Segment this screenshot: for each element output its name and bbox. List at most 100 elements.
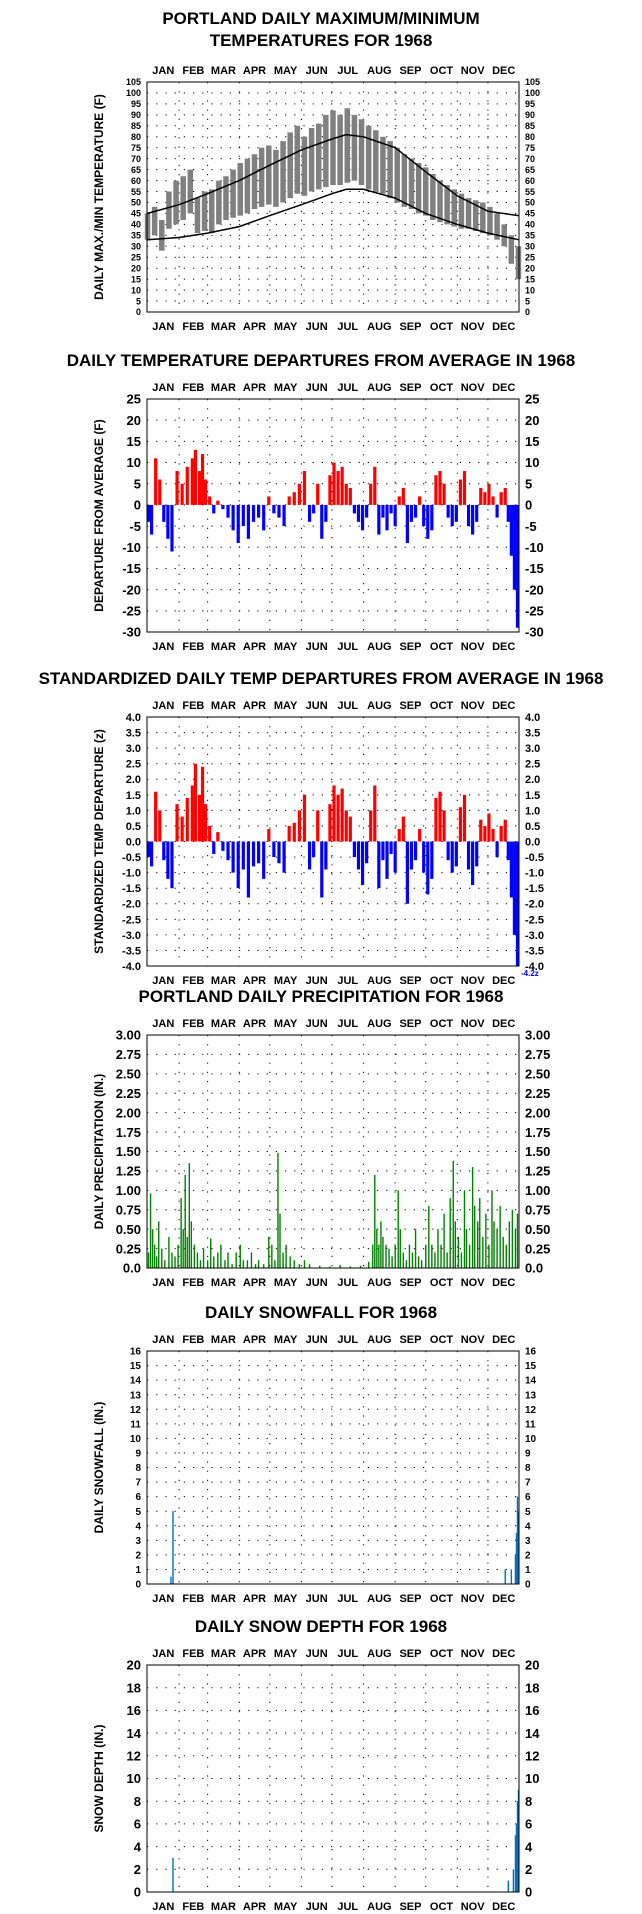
month-label-top: JUL xyxy=(337,1334,358,1346)
y-tick-label-right: 95 xyxy=(525,99,535,109)
y-tick-label-left: 3 xyxy=(135,1536,141,1547)
month-label-bottom: MAY xyxy=(274,1277,298,1289)
y-tick-label-right: 0 xyxy=(525,498,532,513)
y-tick-label-left: 25 xyxy=(127,392,141,407)
y-tick-label-left: -30 xyxy=(122,625,141,640)
y-axis-label: STANDARDIZED TEMP DEPARTURE (z) xyxy=(92,729,106,954)
y-tick-label-right: 25 xyxy=(525,252,535,262)
month-label-bottom: MAY xyxy=(274,641,298,653)
month-label-bottom: NOV xyxy=(461,1901,486,1913)
chart-title: DAILY SNOW DEPTH FOR 1968 xyxy=(195,1617,447,1636)
y-tick-label-right: 10 xyxy=(525,285,535,295)
y-tick-label-right: -3.0 xyxy=(525,930,544,942)
month-label-bottom: OCT xyxy=(430,1593,454,1605)
y-tick-label-right: 70 xyxy=(525,154,535,164)
month-label-top: JAN xyxy=(152,382,174,394)
chart-panel-3: STANDARDIZED DAILY TEMP DEPARTURES FROM … xyxy=(39,669,604,987)
month-label-bottom: DEC xyxy=(492,641,515,653)
month-label-top: MAY xyxy=(274,382,298,394)
month-label-top: SEP xyxy=(399,1334,421,1346)
y-tick-label-left: 1.50 xyxy=(116,1144,141,1159)
y-tick-label-left: 11 xyxy=(130,1419,141,1430)
y-tick-label-left: 14 xyxy=(127,1726,142,1741)
month-label-top: DEC xyxy=(492,1334,515,1346)
y-tick-label-left: 2.5 xyxy=(126,759,141,771)
y-axis-label: DAILY MAX./MIN TEMPERATURE (F) xyxy=(92,94,106,300)
month-label-top: AUG xyxy=(367,700,391,712)
y-tick-label-right: 13 xyxy=(525,1390,537,1401)
chart-title: PORTLAND DAILY PRECIPITATION FOR 1968 xyxy=(139,987,504,1006)
y-tick-label-right: -30 xyxy=(525,625,544,640)
chart-subtitle: TEMPERATURES FOR 1968 xyxy=(210,31,433,50)
y-tick-label-left: 20 xyxy=(127,413,141,428)
month-label-top: NOV xyxy=(461,382,486,394)
month-label-bottom: MAR xyxy=(211,1901,236,1913)
y-tick-label-right: 2.0 xyxy=(525,774,540,786)
y-tick-label-left: 1.75 xyxy=(116,1125,141,1140)
month-label-top: MAR xyxy=(211,382,236,394)
month-label-top: MAY xyxy=(274,1018,298,1030)
y-tick-label-left: 4 xyxy=(135,1521,141,1532)
y-tick-label-left: 50 xyxy=(131,198,141,208)
y-tick-label-left: 95 xyxy=(131,99,141,109)
y-tick-label-right: 6 xyxy=(525,1817,532,1832)
y-tick-label-right: 0.75 xyxy=(525,1202,550,1217)
month-label-bottom: FEB xyxy=(182,641,204,653)
month-label-top: NOV xyxy=(461,1018,486,1030)
y-tick-label-left: 10 xyxy=(131,285,141,295)
y-tick-label-left: 0.50 xyxy=(116,1222,141,1237)
y-tick-label-left: 0 xyxy=(136,307,141,317)
y-tick-label-left: 105 xyxy=(126,77,141,87)
month-label-top: NOV xyxy=(461,700,486,712)
month-label-top: AUG xyxy=(367,1648,391,1660)
month-label-bottom: FEB xyxy=(182,1593,204,1605)
month-label-top: FEB xyxy=(182,65,204,77)
month-label-bottom: OCT xyxy=(430,1277,454,1289)
month-label-top: AUG xyxy=(367,1334,391,1346)
month-label-bottom: NOV xyxy=(461,975,486,987)
y-tick-label-right: 45 xyxy=(525,209,535,219)
y-tick-label-left: 5 xyxy=(134,476,141,491)
y-tick-label-left: 60 xyxy=(131,176,141,186)
data-marks xyxy=(146,449,520,628)
y-tick-label-left: 8 xyxy=(135,1463,141,1474)
y-tick-label-right: -1.0 xyxy=(525,868,544,880)
y-tick-label-right: 2.5 xyxy=(525,759,540,771)
y-tick-label-right: 90 xyxy=(525,110,535,120)
normal-min-line xyxy=(147,188,519,241)
month-label-bottom: APR xyxy=(243,975,266,987)
month-label-bottom: APR xyxy=(243,641,266,653)
month-label-top: OCT xyxy=(430,1018,454,1030)
month-label-top: AUG xyxy=(367,1018,391,1030)
month-label-bottom: AUG xyxy=(367,321,391,333)
y-tick-label-right: 80 xyxy=(525,132,535,142)
y-tick-label-left: 8 xyxy=(134,1794,141,1809)
month-label-top: JAN xyxy=(152,65,174,77)
data-marks xyxy=(172,1789,520,1892)
month-label-top: JUN xyxy=(306,700,328,712)
month-label-top: MAR xyxy=(211,1334,236,1346)
month-label-bottom: OCT xyxy=(430,1901,454,1913)
chart-panel-2: DAILY TEMPERATURE DEPARTURES FROM AVERAG… xyxy=(67,351,576,653)
y-tick-label-left: 0.75 xyxy=(116,1202,141,1217)
y-tick-label-right: 11 xyxy=(525,1419,536,1430)
y-tick-label-left: 0 xyxy=(135,1580,141,1591)
y-tick-label-right: -15 xyxy=(525,561,544,576)
y-tick-label-left: 2.00 xyxy=(116,1105,141,1120)
month-label-top: JUN xyxy=(306,1018,328,1030)
y-tick-label-left: 15 xyxy=(130,1361,142,1372)
month-label-top: JUN xyxy=(306,382,328,394)
y-tick-label-right: 35 xyxy=(525,231,535,241)
month-label-top: DEC xyxy=(492,1018,515,1030)
y-tick-label-right: 2.00 xyxy=(525,1105,550,1120)
y-tick-label-left: 2 xyxy=(134,1862,141,1877)
y-tick-label-left: -2.5 xyxy=(122,914,141,926)
month-label-top: JAN xyxy=(152,1018,174,1030)
y-tick-label-left: 3.0 xyxy=(126,743,141,755)
month-label-bottom: JUN xyxy=(306,1901,328,1913)
y-tick-label-right: 1.5 xyxy=(525,790,540,802)
y-tick-label-right: 75 xyxy=(525,143,535,153)
y-tick-label-left: 30 xyxy=(131,242,141,252)
y-tick-label-right: 0.5 xyxy=(525,821,540,833)
grid xyxy=(147,1664,519,1893)
